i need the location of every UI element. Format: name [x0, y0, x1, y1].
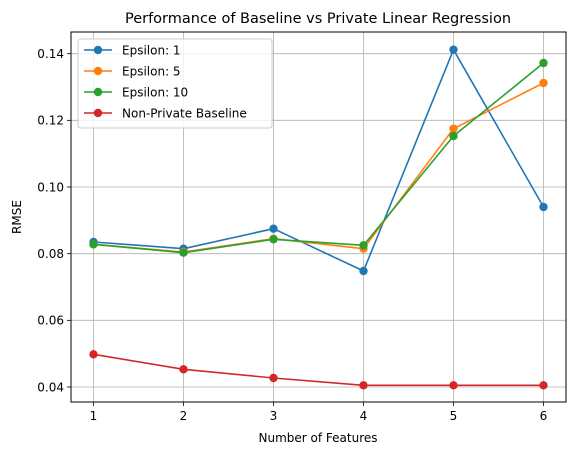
series-2 — [89, 58, 548, 257]
data-point — [269, 235, 278, 244]
series-layer — [89, 45, 548, 390]
legend-label: Epsilon: 1 — [122, 43, 181, 57]
y-axis-label: RMSE — [10, 200, 24, 234]
x-axis-ticks: 1 2 3 4 5 6 — [90, 402, 548, 423]
data-point — [359, 241, 368, 250]
x-tick-label: 5 — [450, 409, 458, 423]
legend-label: Non-Private Baseline — [122, 106, 247, 120]
series-line — [93, 48, 545, 272]
data-point — [449, 381, 458, 390]
x-tick-label: 3 — [270, 409, 278, 423]
data-point — [269, 224, 278, 233]
y-tick-label: 0.10 — [37, 180, 64, 194]
y-tick-label: 0.12 — [37, 114, 64, 128]
plot-frame — [70, 31, 567, 403]
y-tick-label: 0.14 — [37, 47, 64, 61]
series-line — [93, 353, 544, 387]
data-point — [449, 124, 458, 133]
legend-box — [77, 38, 273, 129]
legend-item: Epsilon: 5 — [84, 64, 181, 78]
legend: Epsilon: 1 Epsilon: 5 Epsilon: 10 Non-Priva… — [77, 38, 273, 129]
data-point — [359, 266, 368, 276]
data-point — [89, 240, 98, 249]
legend-item: Epsilon: 1 — [84, 43, 181, 57]
data-point — [449, 131, 458, 141]
y-axis-ticks: 0.04 0.06 0.08 0.10 0.12 0.14 — [37, 47, 71, 394]
y-tick-label: 0.08 — [37, 247, 64, 261]
data-point — [449, 45, 458, 54]
legend-item: Non-Private Baseline — [84, 106, 247, 120]
data-point — [89, 350, 98, 359]
chart-title: Performance of Baseline vs Private Linea… — [125, 11, 511, 27]
legend-swatch-marker — [93, 87, 103, 97]
y-tick-label: 0.04 — [37, 380, 64, 394]
data-point — [539, 202, 548, 212]
legend-label: Epsilon: 5 — [122, 64, 181, 78]
x-tick-label: 6 — [540, 409, 548, 423]
data-point — [269, 373, 278, 383]
y-tick-label: 0.06 — [37, 314, 64, 328]
legend-swatch-marker — [93, 45, 103, 55]
x-tick-label: 1 — [90, 409, 98, 423]
legend-swatch-marker — [93, 108, 103, 118]
data-point — [179, 365, 188, 374]
data-point — [539, 381, 548, 390]
data-point — [539, 58, 548, 68]
series-3 — [89, 350, 548, 390]
x-tick-label: 4 — [360, 409, 368, 423]
x-axis-label: Number of Features — [259, 431, 378, 445]
legend-swatch-marker — [93, 66, 103, 76]
data-point — [539, 78, 548, 88]
legend-item: Epsilon: 10 — [84, 85, 188, 99]
series-line — [93, 62, 545, 254]
data-point — [179, 248, 188, 257]
legend-label: Epsilon: 10 — [122, 85, 188, 99]
data-point — [359, 381, 368, 390]
x-tick-label: 2 — [180, 409, 188, 423]
